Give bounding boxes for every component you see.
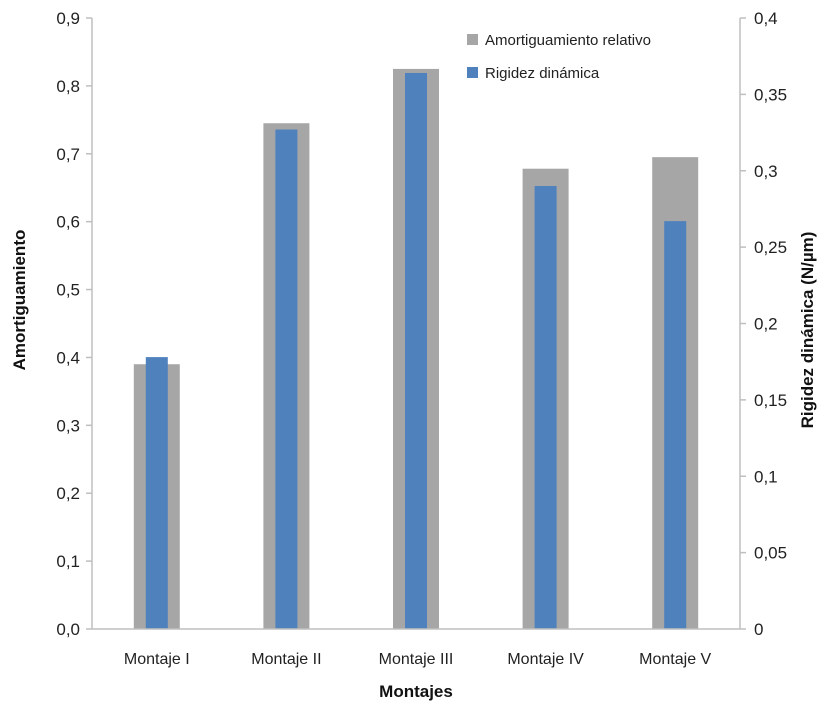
legend: Amortiguamiento relativo Rigidez dinámic… — [467, 32, 651, 82]
category-label: Montaje II — [251, 651, 321, 668]
left-tick-label: 0,5 — [56, 281, 80, 300]
bar-rigidez-5 — [664, 221, 687, 629]
right-tick-label: 0,3 — [754, 162, 778, 181]
left-tick-label: 0,1 — [56, 552, 80, 571]
right-tick-label: 0,1 — [754, 467, 778, 486]
left-tick-label: 0,9 — [56, 9, 80, 28]
legend-label-amortiguamiento: Amortiguamiento relativo — [485, 32, 651, 49]
right-tick-labels: 0 0,05 0,1 0,15 0,2 0,25 0,3 0,35 0,4 — [740, 9, 787, 639]
left-tick-label: 0,6 — [56, 213, 80, 232]
category-label: Montaje III — [379, 651, 454, 668]
left-tick-label: 0,7 — [56, 145, 80, 164]
right-tick-label: 0 — [754, 620, 763, 639]
category-labels: Montaje I Montaje II Montaje III Montaje IV… — [124, 651, 712, 668]
right-tick-label: 0,4 — [754, 9, 778, 28]
legend-swatch-amortiguamiento — [467, 34, 478, 45]
right-tick-label: 0,25 — [754, 238, 787, 257]
left-tick-labels: 0,0 0,1 0,2 0,3 0,4 0,5 0,6 0,7 0,8 0,9 — [56, 9, 92, 639]
right-tick-label: 0,35 — [754, 85, 787, 104]
bar-rigidez-4 — [534, 186, 557, 629]
right-tick-label: 0,15 — [754, 391, 787, 410]
left-tick-label: 0,8 — [56, 77, 80, 96]
bar-rigidez-2 — [275, 129, 298, 629]
bars-layer — [133, 68, 699, 630]
x-axis-title: Montajes — [379, 682, 453, 701]
y-axis-title-left: Amortiguamiento — [10, 230, 29, 371]
right-tick-label: 0,2 — [754, 315, 778, 334]
legend-swatch-rigidez — [467, 67, 478, 78]
left-tick-label: 0,4 — [56, 348, 80, 367]
legend-label-rigidez: Rigidez dinámica — [485, 65, 600, 82]
bar-rigidez-3 — [405, 72, 427, 630]
category-label: Montaje I — [124, 651, 190, 668]
right-tick-label: 0,05 — [754, 544, 787, 563]
bar-rigidez-1 — [145, 357, 168, 629]
left-tick-label: 0,0 — [56, 620, 80, 639]
left-tick-label: 0,3 — [56, 416, 80, 435]
left-tick-label: 0,2 — [56, 484, 80, 503]
category-label: Montaje IV — [507, 651, 584, 668]
y-axis-title-right: Rigidez dinámica (N/µm) — [798, 232, 817, 429]
category-label: Montaje V — [639, 651, 711, 668]
